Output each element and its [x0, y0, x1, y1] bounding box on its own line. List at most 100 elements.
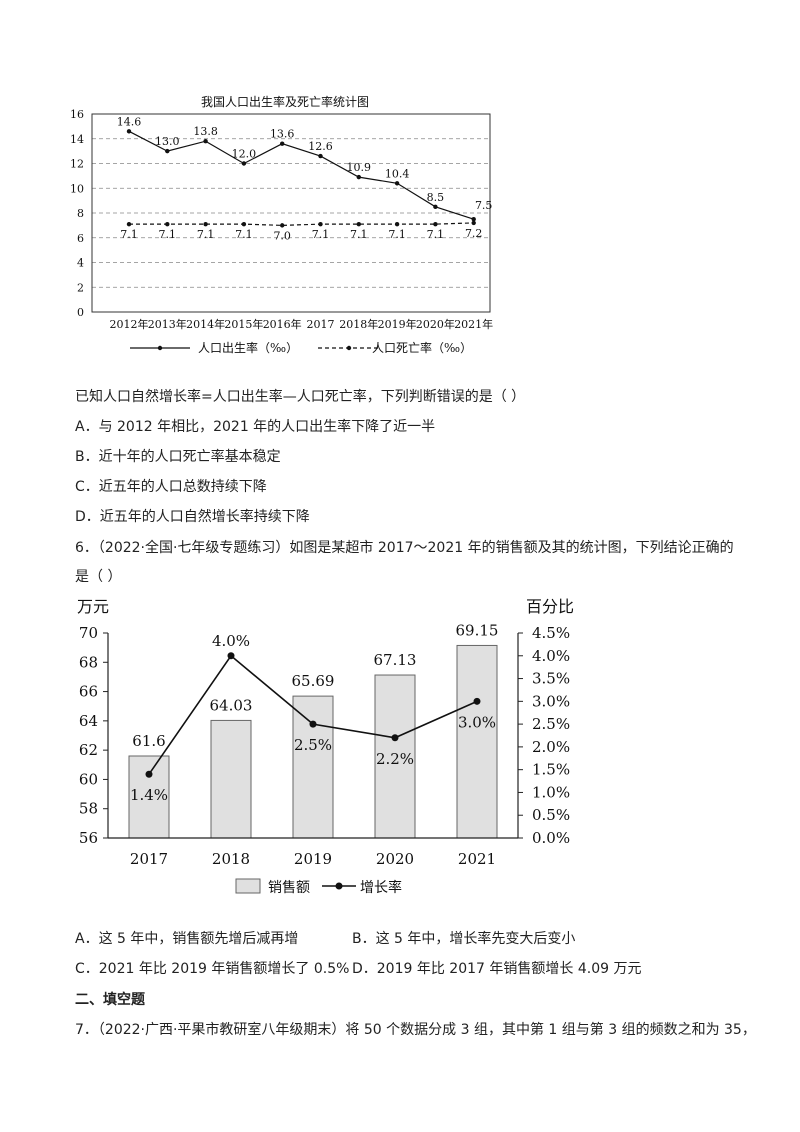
chart2-left-unit: 万元: [77, 597, 109, 616]
birth-rate-data-label: 10.4: [385, 167, 410, 180]
growth-rate-data-label: 2.5%: [294, 736, 332, 754]
death-rate-point: [471, 220, 476, 226]
sales-data-label: 67.13: [374, 651, 417, 669]
chart1-y-tick-label: 10: [70, 182, 84, 195]
chart1-x-tick-label: 2019年: [378, 317, 417, 331]
death-rate-point: [165, 221, 170, 227]
chart2-x-tick-label: 2018: [212, 850, 250, 868]
sales-data-label: 69.15: [456, 621, 499, 639]
birth-rate-point: [356, 174, 361, 180]
growth-rate-point: [227, 652, 235, 660]
chart2-x-tick-label: 2020: [376, 850, 414, 868]
sales-bar: [456, 644, 498, 839]
chart1-x-tick-label: 2018年: [339, 317, 378, 331]
growth-rate-point: [309, 720, 317, 728]
birth-rate-point: [318, 153, 323, 159]
growth-rate-point: [391, 734, 399, 742]
q6-option-c: C．2021 年比 2019 年销售额增长了 0.5%: [75, 961, 350, 977]
birth-rate-point: [126, 129, 132, 134]
birth-rate-data-label: 12.0: [232, 148, 257, 161]
death-rate-data-label: 7.0: [273, 229, 291, 242]
death-rate-data-label: 7.1: [159, 228, 177, 241]
chart2-right-tick-label: 2.0%: [532, 738, 570, 756]
chart1-y-tick-label: 8: [77, 207, 84, 220]
chart1-y-tick-label: 6: [77, 232, 84, 245]
chart2-left-tick-label: 66: [79, 683, 98, 701]
birth-rate-point: [433, 204, 438, 210]
chart2-left-tick-label: 60: [79, 770, 98, 788]
death-rate-point: [126, 221, 132, 227]
q5-option-c: C．近五年的人口总数持续下降: [75, 479, 267, 495]
growth-rate-data-label: 3.0%: [458, 713, 496, 731]
legend-birth-marker: [157, 345, 163, 351]
birth-rate-data-label: 12.6: [308, 140, 333, 153]
death-rate-point: [203, 221, 208, 227]
chart1-y-tick-label: 4: [77, 257, 84, 270]
death-rate-data-label: 7.1: [120, 228, 138, 241]
chart2-left-tick-label: 58: [79, 800, 98, 818]
chart1-x-tick-label: 2021年: [454, 317, 493, 331]
chart1-title: 我国人口出生率及死亡率统计图: [201, 94, 369, 109]
q6-stem-line2: 是（ ）: [75, 569, 122, 585]
sales-data-label: 64.03: [210, 696, 253, 714]
sales-data-label: 61.6: [132, 732, 165, 750]
chart1-plot-frame: [91, 113, 491, 313]
death-rate-data-label: 7.1: [312, 228, 330, 241]
chart2-x-tick-label: 2019: [294, 850, 332, 868]
section-title-fill-in: 二、填空题: [75, 992, 145, 1008]
death-rate-point: [394, 221, 400, 227]
death-rate-point: [433, 221, 438, 227]
sales-bar: [210, 719, 252, 839]
chart1-y-tick-label: 0: [77, 306, 84, 319]
legend-sales-swatch: [235, 878, 261, 894]
q5-stem: 已知人口自然增长率=人口出生率—人口死亡率，下列判断错误的是（ ）: [75, 389, 526, 405]
legend-sales-label: 销售额: [268, 880, 310, 896]
growth-rate-data-label: 1.4%: [130, 786, 168, 804]
birth-rate-point: [165, 148, 170, 154]
chart2-right-tick-label: 3.0%: [532, 692, 570, 710]
chart2-right-tick-label: 3.5%: [532, 670, 570, 688]
chart1-x-tick-label: 2017: [307, 318, 335, 331]
death-rate-point: [318, 221, 323, 227]
chart2-right-tick-label: 1.0%: [532, 783, 570, 801]
chart2-left-tick-label: 64: [79, 712, 98, 730]
chart2-x-tick-label: 2017: [130, 850, 168, 868]
chart2-right-tick-label: 0.5%: [532, 806, 570, 824]
chart2-right-tick-label: 4.5%: [532, 624, 570, 642]
chart2-left-tick-label: 70: [79, 624, 98, 642]
sales-bar: [128, 755, 170, 839]
growth-rate-data-label: 4.0%: [212, 632, 250, 650]
chart2-left-tick-label: 62: [79, 741, 98, 759]
chart1-x-tick-label: 2014年: [186, 317, 225, 331]
birth-rate-data-label: 13.6: [270, 128, 295, 141]
chart2-left-tick-label: 68: [79, 653, 98, 671]
q6-option-d: D．2019 年比 2017 年销售额增长 4.09 万元: [352, 961, 642, 977]
legend-death-label: 人口死亡率（‰）: [372, 340, 472, 355]
chart2-x-tick-label: 2021: [458, 850, 496, 868]
q6-option-a: A．这 5 年中，销售额先增后减再增: [75, 931, 299, 947]
q5-option-d: D．近五年的人口自然增长率持续下降: [75, 509, 310, 525]
birth-rate-line: [128, 130, 474, 220]
birth-rate-data-label: 10.9: [347, 161, 372, 174]
death-rate-data-label: 7.2: [465, 227, 483, 240]
chart1-y-tick-label: 16: [70, 108, 84, 121]
q6-stem-line1: 6．（2022·全国·七年级专题练习）如图是某超市 2017～2021 年的销售…: [75, 540, 734, 556]
chart1-y-tick-label: 12: [70, 158, 84, 171]
sales-growth-chart: 万元 百分比 61.6 64.03 65.69 67.13 69.15 56 58 60 62…: [77, 597, 574, 896]
death-rate-data-label: 7.1: [197, 228, 215, 241]
q7-stem: 7．（2022·广西·平果市教研室八年级期末）将 50 个数据分成 3 组，其中…: [75, 1022, 756, 1038]
sales-bar: [374, 674, 416, 839]
birth-rate-point: [471, 216, 476, 222]
chart1-x-tick-label: 2016年: [263, 317, 302, 331]
death-rate-data-label: 7.1: [235, 228, 253, 241]
chart2-right-tick-label: 1.5%: [532, 761, 570, 779]
legend-death-marker: [346, 345, 352, 351]
q5-option-a: A．与 2012 年相比，2021 年的人口出生率下降了近一半: [75, 419, 436, 435]
growth-rate-data-label: 2.2%: [376, 750, 414, 768]
chart1-y-tick-label: 14: [70, 133, 84, 146]
birth-rate-data-label: 8.5: [427, 191, 445, 204]
death-rate-point: [241, 221, 247, 227]
birth-rate-point: [241, 161, 247, 166]
birth-rate-point: [203, 139, 208, 144]
